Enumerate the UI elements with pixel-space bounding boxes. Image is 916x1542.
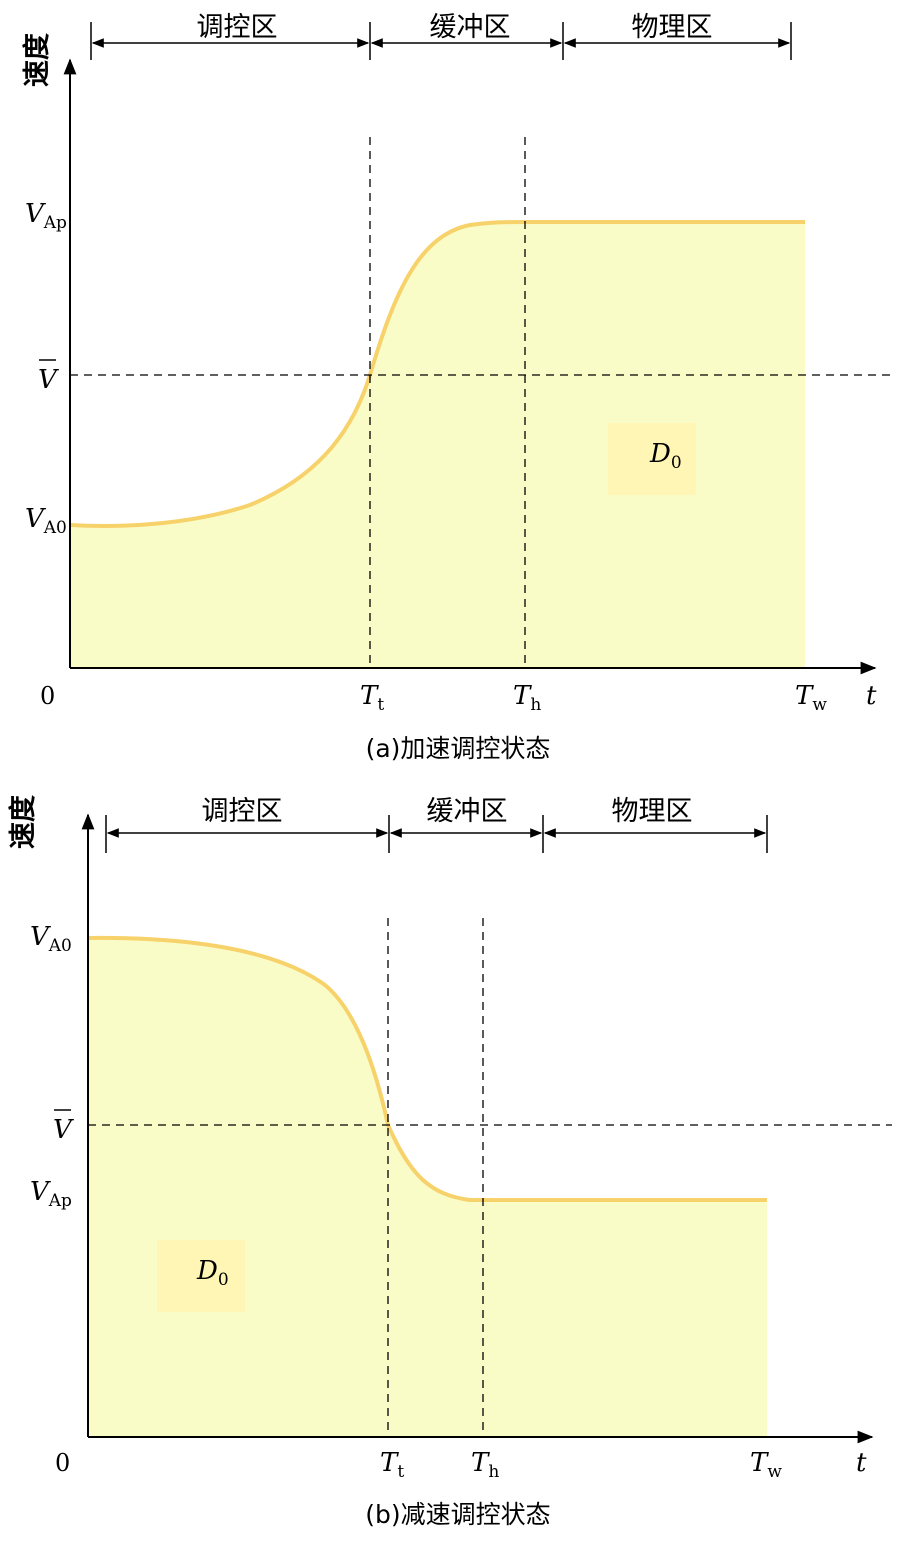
panel-a-x-axis-label: t	[866, 681, 877, 711]
panel-a-x-tick-tw: Tw	[795, 681, 827, 715]
panel-b-x-tick-tw: Tw	[750, 1448, 782, 1482]
panel-a-fill-area	[70, 222, 805, 668]
panel-b-region-label-d0: D0	[196, 1256, 229, 1290]
panel-a-y-axis-label: 速度	[21, 33, 53, 87]
panel-a-zone-label-physical: 物理区	[632, 12, 713, 43]
panel-a-region-label-d0: D0	[649, 439, 682, 473]
panel-b-x-tick-tt: Tt	[380, 1448, 404, 1482]
panel-b-zone-label-regulation: 调控区	[202, 796, 283, 827]
panel-b-x-axis-label: t	[856, 1448, 867, 1478]
panel-b-x-tick-th: Th	[471, 1448, 499, 1482]
panel-a-origin-label: 0	[40, 682, 55, 710]
panel-a: 调控区 缓冲区 物理区 速度 VAp V VA0 0 Tt Th Tw t D0…	[21, 12, 892, 763]
panel-b-y-tick-vap: VAp	[30, 1177, 72, 1211]
panel-a-y-tick-vbar: V	[38, 365, 59, 395]
panel-a-y-tick-vap: VAp	[25, 199, 67, 233]
panel-a-d0-box	[608, 423, 696, 495]
panel-b-y-tick-vbar: V	[53, 1115, 74, 1145]
panel-b-caption: (b)减速调控状态	[365, 1500, 550, 1529]
panel-b-y-axis-label: 速度	[7, 795, 39, 849]
panel-b-d0-box	[157, 1240, 245, 1312]
panel-a-zone-label-regulation: 调控区	[197, 12, 278, 43]
panel-a-x-tick-tt: Tt	[360, 681, 384, 715]
panel-b-zone-label-physical: 物理区	[612, 796, 693, 827]
panel-b-y-tick-va0: VA0	[30, 922, 72, 956]
panel-a-speed-curve	[69, 220, 805, 528]
panel-a-zone-label-buffer: 缓冲区	[430, 12, 511, 43]
panel-b-zone-label-buffer: 缓冲区	[427, 796, 508, 827]
panel-b: 调控区 缓冲区 物理区 速度 VA0 V VAp 0 Tt Th Tw t D0…	[7, 795, 892, 1529]
panel-b-fill-area	[88, 937, 767, 1437]
panel-b-speed-curve	[87, 935, 767, 1202]
panel-b-origin-label: 0	[55, 1449, 70, 1477]
panel-a-x-tick-th: Th	[513, 681, 541, 715]
panel-a-caption: (a)加速调控状态	[366, 734, 551, 763]
panel-a-y-tick-va0: VA0	[25, 504, 67, 538]
